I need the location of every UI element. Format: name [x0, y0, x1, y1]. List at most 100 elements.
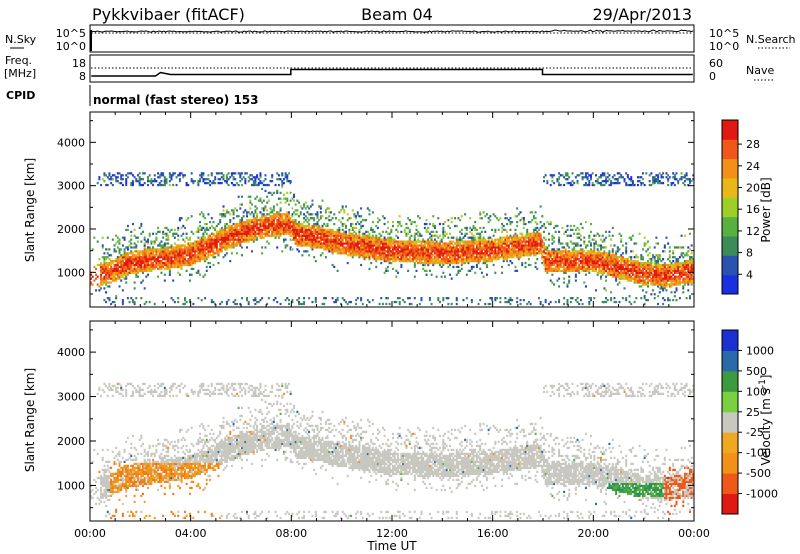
power-cell [142, 267, 144, 271]
power-cell [489, 297, 492, 300]
power-cell [180, 254, 183, 257]
power-cell [420, 258, 423, 261]
power-cell [214, 244, 217, 247]
power-cell [517, 244, 520, 247]
power-cell [311, 232, 314, 235]
power-cell [136, 275, 139, 278]
power-cell [430, 242, 433, 245]
power-cell [390, 242, 393, 245]
power-cell [589, 242, 592, 245]
power-cell [593, 267, 596, 271]
power-cell [299, 244, 302, 247]
power-cell [219, 219, 222, 222]
power-cell [232, 211, 235, 214]
power-cell [516, 256, 519, 259]
power-cell [105, 277, 108, 280]
power-cell [579, 234, 582, 237]
power-cell [266, 209, 269, 212]
power-cell [444, 244, 446, 247]
power-cell [120, 174, 123, 177]
power-cell [600, 183, 603, 187]
power-cell [368, 246, 371, 249]
power-cell [460, 240, 463, 243]
power-cell [365, 238, 368, 241]
power-cell [573, 263, 576, 267]
power-cell [331, 246, 334, 249]
power-cell [339, 248, 342, 251]
power-cell [501, 250, 504, 253]
power-cell [145, 275, 148, 278]
power-cell [120, 265, 123, 269]
power-cell [182, 232, 185, 235]
power-cell [469, 256, 472, 259]
power-cell [576, 254, 579, 257]
power-cell [202, 238, 205, 241]
power-cell [267, 222, 270, 226]
power-cell [492, 234, 495, 237]
power-cell [247, 300, 250, 304]
power-cell [472, 226, 475, 230]
power-cell [241, 246, 243, 249]
power-cell [249, 178, 252, 181]
power-cell [314, 240, 317, 243]
power-cell [230, 174, 233, 177]
power-cell [566, 285, 569, 288]
power-cell [153, 250, 156, 253]
power-cell [323, 297, 326, 300]
power-cell [445, 252, 448, 255]
power-cell [433, 258, 436, 261]
power-cell [316, 246, 319, 249]
power-cell [244, 228, 247, 232]
power-cell [120, 267, 123, 271]
power-cell [229, 230, 232, 233]
power-cell [576, 252, 579, 255]
power-cell [383, 254, 386, 257]
power-cell [256, 226, 259, 230]
power-cell [469, 252, 472, 255]
power-cell [125, 259, 128, 263]
power-cell [123, 271, 126, 274]
power-cell [190, 252, 193, 255]
power-cell [306, 238, 309, 241]
power-cell [93, 265, 96, 269]
power-cell [427, 246, 430, 249]
power-cell [537, 252, 540, 255]
power-cell [195, 230, 198, 233]
power-cell [272, 230, 275, 233]
power-cell [227, 246, 230, 249]
power-cell [588, 297, 591, 300]
power-cell [148, 252, 151, 255]
power-cell [145, 254, 148, 257]
power-cell [353, 248, 356, 251]
power-cell [601, 256, 604, 259]
power-cell [266, 234, 269, 237]
power-cell [341, 228, 344, 232]
power-cell [145, 300, 148, 304]
power-cell [333, 242, 336, 245]
power-cell [182, 244, 185, 247]
power-cell [400, 258, 403, 261]
power-cell [593, 265, 596, 269]
power-cell [254, 211, 257, 214]
power-cell [210, 232, 213, 235]
power-cell [215, 238, 218, 241]
power-cell [449, 244, 452, 247]
power-cell [311, 199, 314, 202]
power-cell [595, 289, 597, 292]
power-cell [583, 183, 586, 187]
power-cell [308, 238, 311, 241]
power-cell [581, 302, 584, 306]
power-cell [173, 242, 176, 245]
power-cell [526, 236, 529, 239]
power-cell [140, 259, 143, 263]
power-cell [301, 240, 304, 243]
power-cell [202, 236, 205, 239]
power-cell [316, 228, 319, 232]
power-cell [314, 246, 317, 249]
power-cell [173, 250, 176, 253]
power-cell [232, 246, 235, 249]
power-cell [517, 252, 520, 255]
power-cell [346, 234, 349, 237]
power-cell [281, 224, 284, 228]
power-cell [136, 240, 139, 243]
